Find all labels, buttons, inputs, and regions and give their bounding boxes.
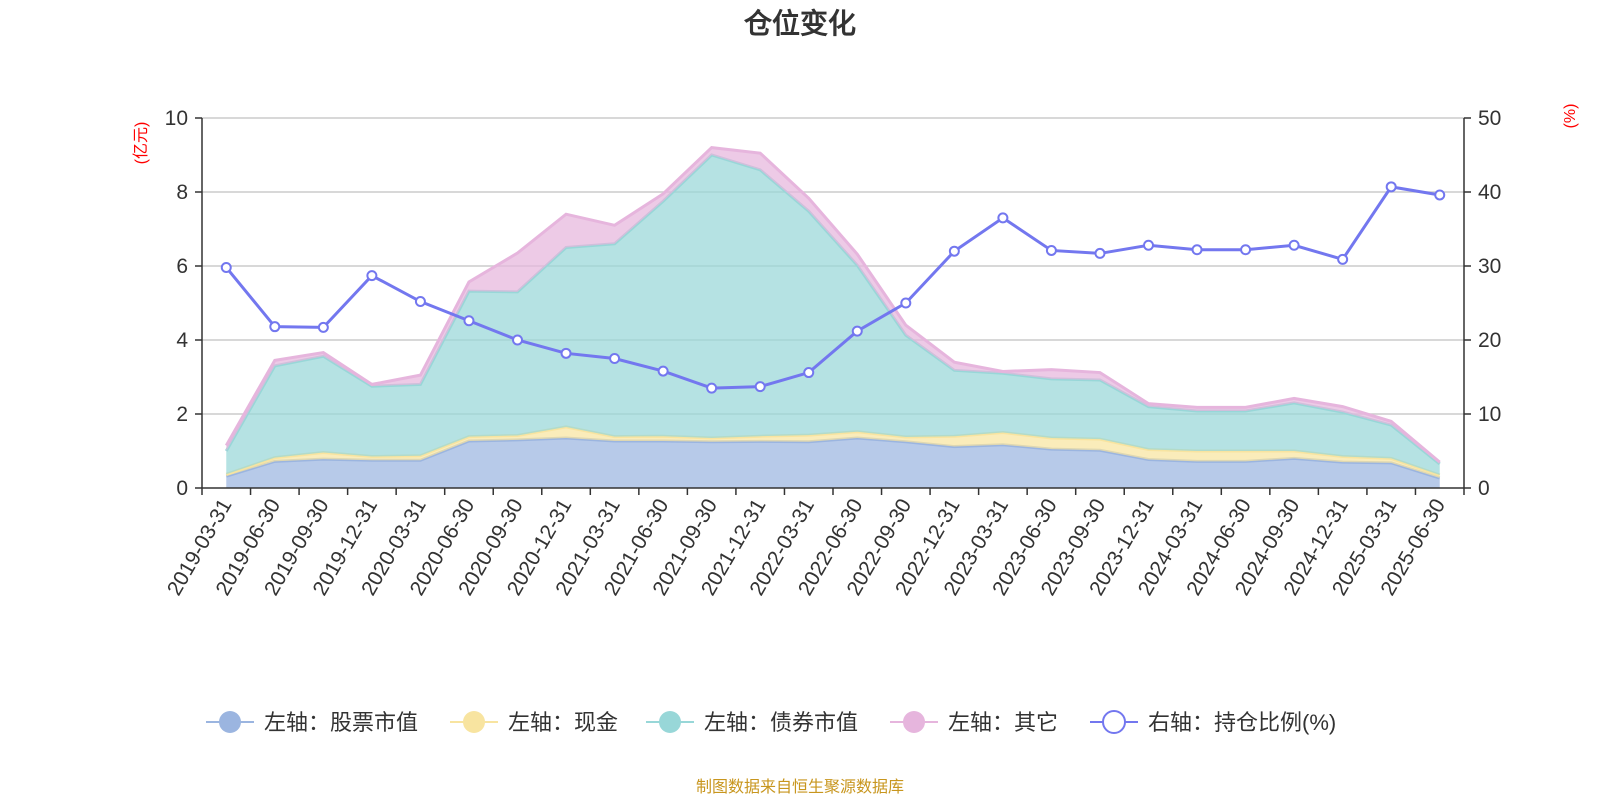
ratio-point — [512, 334, 523, 346]
left-tick-label: 4 — [176, 329, 188, 352]
ratio-point — [754, 381, 766, 393]
legend-circle-icon — [219, 711, 241, 733]
right-tick-label: 0 — [1478, 477, 1490, 500]
legend-label: 左轴：其它 — [948, 710, 1058, 735]
ratio-point — [366, 270, 378, 282]
ratio-line — [220, 181, 1446, 394]
ratio-point — [1434, 189, 1446, 201]
left-axis-unit: (亿元) — [132, 122, 150, 165]
legend-item[interactable]: 左轴：股票市值 — [206, 710, 418, 735]
source-note: 制图数据来自恒生聚源数据库 — [696, 778, 904, 796]
legend-item[interactable]: 左轴：其它 — [890, 710, 1058, 735]
ratio-point — [706, 382, 718, 394]
legend-label: 左轴：债券市值 — [704, 710, 858, 735]
ratio-point — [414, 296, 426, 308]
ratio-point — [900, 297, 912, 309]
legend-label: 右轴：持仓比例(%) — [1148, 710, 1336, 735]
right-tick-label: 30 — [1478, 255, 1501, 278]
line-ratio — [225, 185, 1440, 390]
stacked-areas — [224, 146, 1441, 488]
left-tick-label: 6 — [176, 255, 188, 278]
area-左轴：债券市值 — [226, 155, 1440, 476]
ratio-point — [1385, 181, 1397, 193]
legend-circle-icon — [463, 711, 485, 733]
right-tick-label: 20 — [1478, 329, 1501, 352]
ratio-point — [1045, 244, 1057, 256]
ratio-point — [220, 261, 232, 273]
area-左轴：股票市值 — [226, 438, 1440, 488]
ratio-point — [1288, 239, 1300, 251]
right-tick-label: 40 — [1478, 181, 1501, 204]
legend-item[interactable]: 右轴：持仓比例(%) — [1090, 710, 1336, 735]
area-edge-左轴：其它 — [224, 146, 1441, 464]
ratio-point — [997, 212, 1009, 224]
chart-title: 仓位变化 — [744, 7, 856, 39]
ratio-point — [317, 321, 329, 333]
left-tick-label: 8 — [176, 181, 188, 204]
ratio-point — [948, 245, 960, 257]
legend-label: 左轴：现金 — [508, 710, 618, 735]
ratio-point — [851, 325, 863, 337]
ratio-point — [1337, 253, 1349, 265]
legend-circle-icon — [903, 711, 925, 733]
ratio-point — [657, 365, 669, 377]
ratio-point — [463, 315, 475, 327]
ratio-point — [1094, 247, 1106, 259]
ratio-point — [1191, 244, 1203, 256]
right-tick-label: 10 — [1478, 403, 1501, 426]
right-tick-label: 50 — [1478, 107, 1501, 130]
left-tick-label: 10 — [165, 107, 188, 130]
ratio-point — [609, 353, 621, 364]
legend-circle-icon — [1102, 710, 1126, 734]
left-tick-label: 2 — [176, 403, 188, 426]
ratio-point — [803, 367, 815, 379]
left-tick-label: 0 — [176, 477, 188, 500]
right-axis-unit: (%) — [1562, 104, 1579, 129]
ratio-point — [1143, 239, 1154, 251]
ratio-point — [269, 321, 281, 333]
legend-item[interactable]: 左轴：现金 — [450, 710, 618, 735]
legend-item[interactable]: 左轴：债券市值 — [646, 710, 858, 735]
ratio-point — [560, 347, 572, 359]
legend-circle-icon — [659, 711, 681, 733]
legend[interactable]: 左轴：股票市值 左轴：现金 左轴：债券市值 左轴：其它 右轴：持仓比例(%) — [206, 710, 1336, 735]
ratio-point — [1240, 244, 1252, 256]
legend-label: 左轴：股票市值 — [264, 710, 418, 735]
